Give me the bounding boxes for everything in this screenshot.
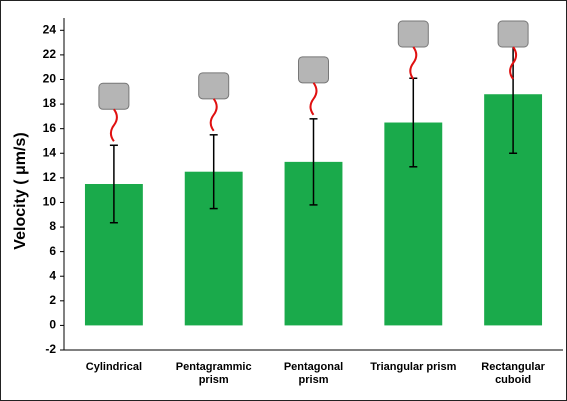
y-tick-label: 18 bbox=[43, 96, 57, 110]
y-tick-label: -2 bbox=[45, 342, 56, 356]
x-tick-label: Pentagrammic prism bbox=[175, 361, 252, 386]
x-tick-label: Triangular prism bbox=[370, 361, 457, 373]
y-tick-label: 16 bbox=[43, 121, 57, 135]
y-tick-label: 20 bbox=[43, 72, 57, 86]
flagellum bbox=[309, 82, 318, 116]
shape-icon bbox=[497, 20, 529, 48]
x-tick-label: Pentagonal prism bbox=[283, 361, 344, 386]
shape-icon bbox=[298, 56, 329, 84]
y-tick-label: 0 bbox=[49, 318, 56, 332]
x-tick-label: Cylindrical bbox=[85, 361, 143, 373]
flagellum bbox=[409, 46, 418, 80]
shape-icon bbox=[198, 72, 230, 100]
y-tick-label: 24 bbox=[43, 22, 57, 36]
y-tick-label: 8 bbox=[49, 219, 56, 233]
flagellum bbox=[209, 98, 218, 132]
y-tick-label: 22 bbox=[43, 47, 57, 61]
flagellum bbox=[109, 108, 118, 142]
flagellum bbox=[509, 46, 518, 80]
shape-icon bbox=[397, 20, 429, 48]
y-tick-label: 10 bbox=[43, 195, 57, 209]
y-tick-label: 4 bbox=[49, 268, 56, 282]
y-tick-label: 6 bbox=[49, 244, 56, 258]
y-tick-label: 14 bbox=[43, 145, 57, 159]
y-tick-label: 12 bbox=[43, 170, 57, 184]
x-tick-label: Rectangular cuboid bbox=[481, 361, 545, 386]
y-tick-label: 2 bbox=[49, 293, 56, 307]
shape-icon bbox=[98, 82, 130, 110]
y-axis-label: Velocity ( μm/s) bbox=[12, 132, 29, 249]
